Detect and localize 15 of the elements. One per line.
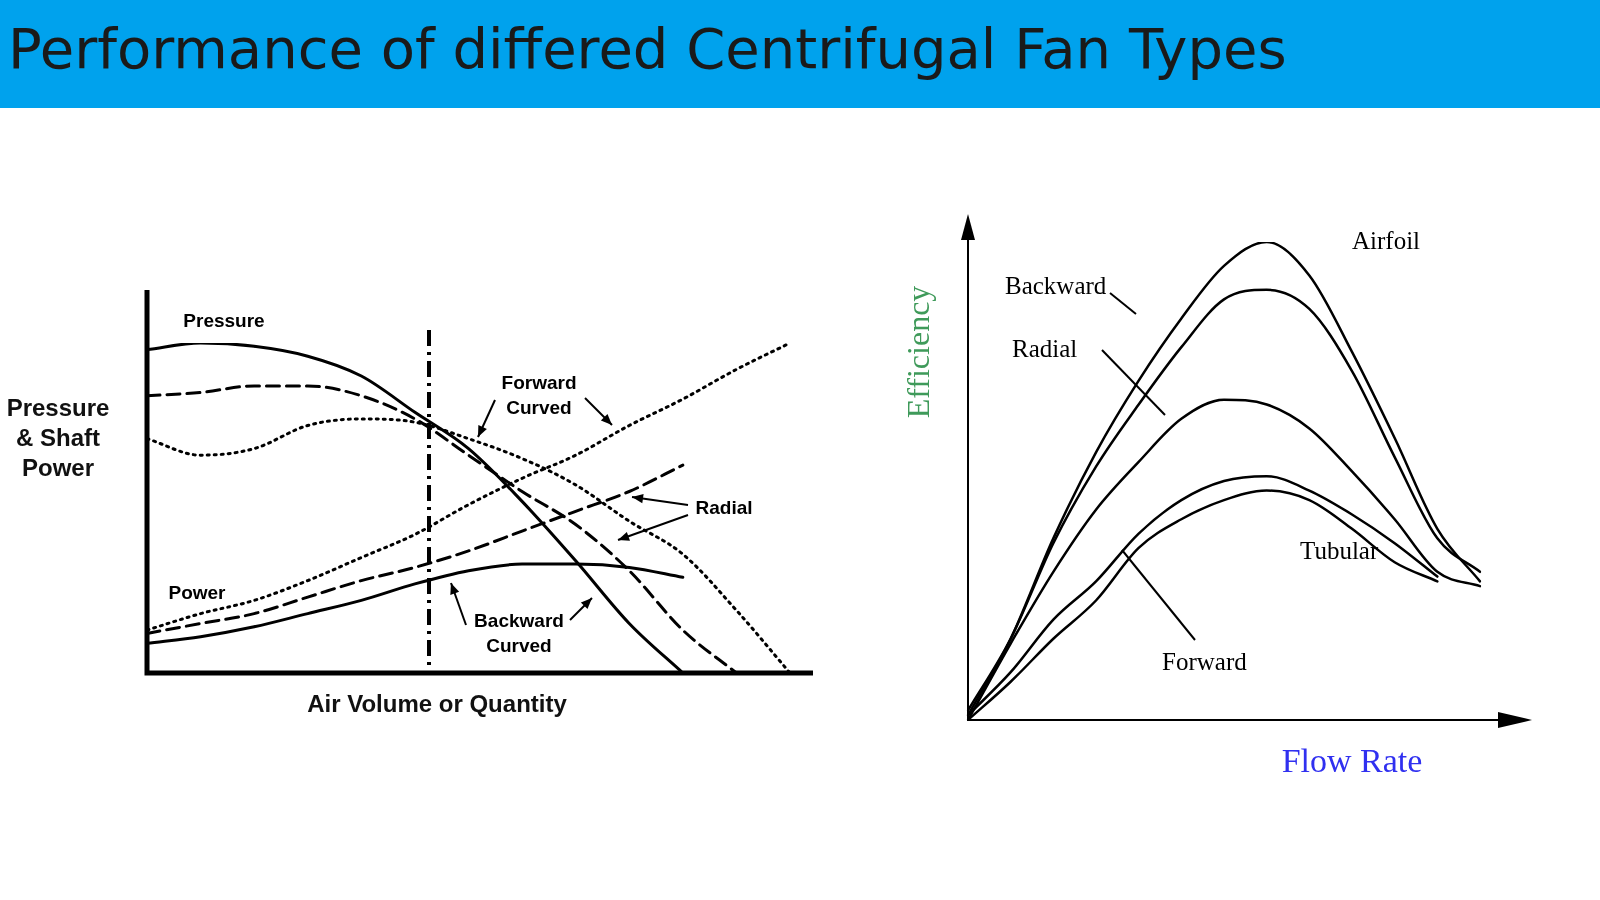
chart-title: Performance of differed Centrifugal Fan Types [8, 16, 1287, 81]
annotation: Forward Curved [501, 372, 577, 419]
y-axis-title: Pressure & Shaft Power [5, 393, 111, 483]
annotation: Tubular [1300, 536, 1379, 564]
x-axis-title: Flow Rate [1281, 742, 1423, 780]
text: Pressure [183, 310, 265, 332]
y-axis-title: Efficiency [899, 285, 937, 419]
annotation: Power [168, 582, 227, 604]
annotation: Forward [1162, 647, 1248, 675]
annotation: Radial [1012, 334, 1078, 362]
annotation: Backward [1005, 271, 1107, 299]
annotation: Airfoil [1352, 226, 1421, 254]
annotation: Backward Curved [474, 610, 564, 657]
annotation: Radial [695, 497, 753, 519]
x-axis-title: Air Volume or Quantity [307, 690, 567, 718]
